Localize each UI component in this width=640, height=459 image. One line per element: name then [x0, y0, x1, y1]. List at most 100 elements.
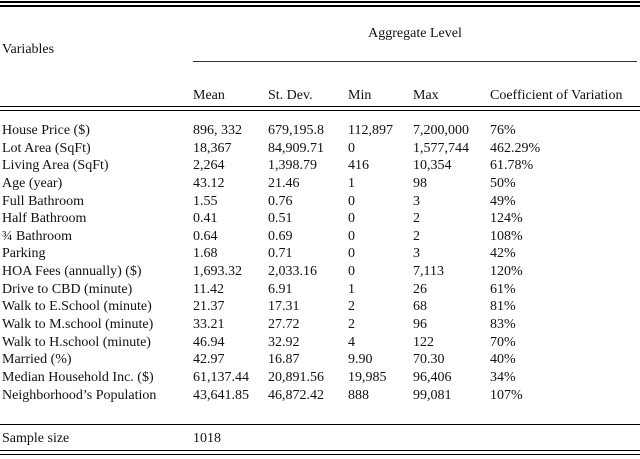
cell-st-dev: 21.46	[268, 175, 300, 191]
table-row: Walk to M.school (minute) 33.21 27.72 2 …	[2, 316, 640, 334]
sample-size-value: 1018	[193, 431, 221, 447]
footer-single-rule	[0, 424, 640, 426]
bottom-double-rule	[0, 450, 640, 456]
col-header-mean: Mean	[193, 88, 225, 103]
cell-min: 112,897	[348, 123, 393, 138]
cell-min: 0	[348, 211, 355, 227]
row-label: House Price ($)	[2, 123, 90, 138]
table-row: Age (year) 43.12 21.46 1 98 50%	[2, 175, 640, 193]
row-label: Walk to M.school (minute)	[2, 317, 154, 333]
aggregate-level-header: Aggregate Level	[368, 26, 462, 41]
cell-cov: 124%	[490, 211, 523, 227]
row-label: Parking	[2, 246, 46, 262]
cell-max: 70.30	[413, 352, 445, 368]
table-header: Variables Aggregate Level Mean St. Dev. …	[2, 7, 640, 106]
cell-cov: 61.78%	[490, 158, 534, 174]
cell-max: 122	[413, 334, 434, 350]
cell-min: 9.90	[348, 352, 373, 368]
cell-mean: 46.94	[193, 334, 225, 350]
cell-st-dev: 0.71	[268, 246, 293, 262]
cell-cov: 76%	[490, 123, 516, 138]
row-label: HOA Fees (annually) ($)	[2, 264, 142, 280]
cell-max: 96	[413, 317, 427, 333]
cell-min: 1	[348, 281, 355, 297]
cell-mean: 896, 332	[193, 123, 242, 138]
cell-max: 96,406	[413, 369, 452, 385]
table-row: ¾ Bathroom 0.64 0.69 0 2 108%	[2, 228, 640, 246]
table-row: Walk to E.School (minute) 21.37 17.31 2 …	[2, 298, 640, 316]
row-label: Lot Area (SqFt)	[2, 140, 91, 156]
variables-column-header: Variables	[2, 42, 55, 57]
table-row: Living Area (SqFt) 2,264 1,398.79 416 10…	[2, 157, 640, 175]
cell-max: 10,354	[413, 158, 452, 174]
cell-st-dev: 32.92	[268, 334, 300, 350]
cell-cov: 61%	[490, 281, 516, 297]
row-label: Married (%)	[2, 352, 72, 368]
cell-max: 99,081	[413, 387, 452, 403]
cell-max: 7,113	[413, 264, 444, 280]
cell-min: 2	[348, 299, 355, 315]
cell-st-dev: 17.31	[268, 299, 300, 315]
cell-st-dev: 2,033.16	[268, 264, 317, 280]
cell-max: 1,577,744	[413, 140, 469, 156]
cell-min: 888	[348, 387, 369, 403]
cell-max: 68	[413, 299, 427, 315]
header-double-rule	[0, 106, 640, 111]
table-row: Walk to H.school (minute) 46.94 32.92 4 …	[2, 334, 640, 352]
cell-mean: 1.68	[193, 246, 218, 262]
cell-cov: 81%	[490, 299, 516, 315]
table-row: Half Bathroom 0.41 0.51 0 2 124%	[2, 210, 640, 228]
cell-min: 1	[348, 175, 355, 191]
cell-cov: 462.29%	[490, 140, 541, 156]
row-label: Half Bathroom	[2, 211, 87, 227]
cell-st-dev: 1,398.79	[268, 158, 317, 174]
cell-mean: 61,137.44	[193, 369, 249, 385]
cell-st-dev: 27.72	[268, 317, 300, 333]
cell-mean: 1.55	[193, 193, 218, 209]
table-row: Drive to CBD (minute) 11.42 6.91 1 26 61…	[2, 281, 640, 299]
cell-mean: 0.64	[193, 228, 218, 244]
table-body: House Price ($) 896, 332 679,195.8 112,8…	[2, 111, 640, 404]
cell-st-dev: 0.69	[268, 228, 293, 244]
table-row: Lot Area (SqFt) 18,367 84,909.71 0 1,577…	[2, 140, 640, 158]
row-label: Living Area (SqFt)	[2, 158, 109, 174]
top-double-rule	[0, 1, 640, 7]
row-label: Walk to H.school (minute)	[2, 334, 151, 350]
aggregate-underline-rule	[193, 61, 637, 62]
table-row: Full Bathroom 1.55 0.76 0 3 49%	[2, 193, 640, 211]
cell-min: 416	[348, 158, 369, 174]
table-row: HOA Fees (annually) ($) 1,693.32 2,033.1…	[2, 263, 640, 281]
cell-st-dev: 20,891.56	[268, 369, 324, 385]
table-row: Married (%) 42.97 16.87 9.90 70.30 40%	[2, 351, 640, 369]
cell-max: 3	[413, 246, 420, 262]
cell-mean: 0.41	[193, 211, 218, 227]
row-label: Drive to CBD (minute)	[2, 281, 133, 297]
cell-min: 19,985	[348, 369, 387, 385]
cell-max: 26	[413, 281, 427, 297]
row-label: Median Household Inc. ($)	[2, 369, 154, 385]
cell-min: 2	[348, 317, 355, 333]
cell-mean: 1,693.32	[193, 264, 242, 280]
col-header-st-dev: St. Dev.	[268, 88, 313, 103]
row-label: Neighborhood’s Population	[2, 387, 157, 403]
cell-cov: 120%	[490, 264, 523, 280]
row-label: Age (year)	[2, 175, 63, 191]
cell-max: 2	[413, 211, 420, 227]
cell-cov: 107%	[490, 387, 523, 403]
cell-min: 0	[348, 264, 355, 280]
cell-st-dev: 0.76	[268, 193, 293, 209]
cell-min: 0	[348, 246, 355, 262]
cell-min: 0	[348, 140, 355, 156]
cell-mean: 21.37	[193, 299, 225, 315]
row-label: ¾ Bathroom	[2, 228, 72, 244]
cell-max: 7,200,000	[413, 123, 469, 138]
cell-mean: 11.42	[193, 281, 224, 297]
cell-cov: 50%	[490, 175, 516, 191]
cell-max: 98	[413, 175, 427, 191]
cell-mean: 42.97	[193, 352, 225, 368]
row-label: Walk to E.School (minute)	[2, 299, 152, 315]
col-header-max: Max	[413, 88, 439, 103]
cell-min: 4	[348, 334, 355, 350]
cell-min: 0	[348, 193, 355, 209]
cell-min: 0	[348, 228, 355, 244]
